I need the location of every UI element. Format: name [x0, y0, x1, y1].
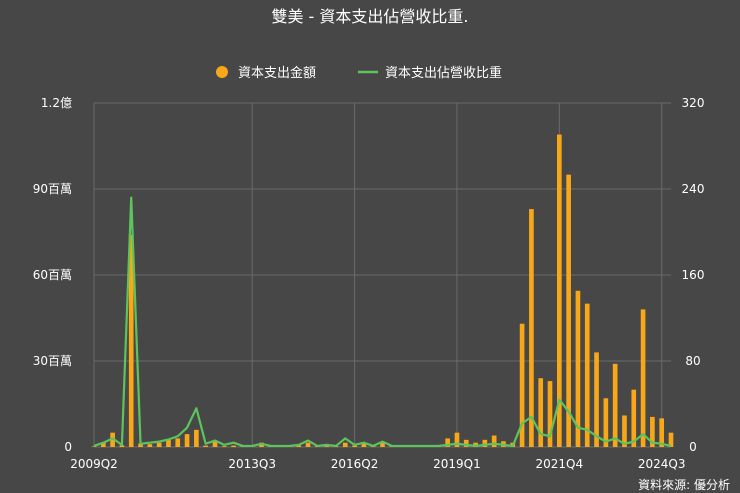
x-tick-label: 2021Q4	[536, 457, 584, 471]
legend-line-label: 資本支出佔營收比重	[385, 65, 502, 81]
bar	[547, 381, 553, 447]
right-tick-label: 320	[682, 96, 705, 110]
bar	[454, 432, 460, 447]
bar	[138, 443, 143, 447]
bar	[445, 438, 450, 447]
bar	[519, 323, 525, 447]
bar	[231, 445, 236, 447]
left-tick-label: 30百萬	[33, 354, 72, 368]
bar	[128, 234, 134, 447]
left-tick-label: 0	[64, 440, 72, 454]
gridlines	[93, 102, 671, 448]
x-tick-label: 2013Q3	[228, 457, 276, 471]
legend: 資本支出金額 資本支出佔營收比重	[216, 65, 502, 81]
bar	[91, 446, 97, 447]
bar	[650, 416, 655, 447]
bar	[380, 442, 385, 447]
chart-title: 雙美 - 資本支出佔營收比重.	[271, 7, 468, 26]
bar	[463, 439, 469, 447]
bar	[175, 438, 181, 447]
bar	[529, 209, 534, 447]
line-series	[93, 196, 672, 448]
right-tick-label: 0	[689, 440, 697, 454]
bar	[668, 432, 674, 447]
x-tick-label: 2016Q2	[331, 457, 379, 471]
left-tick-label: 60百萬	[33, 268, 72, 282]
right-tick-label: 80	[685, 354, 700, 368]
bar	[212, 441, 218, 447]
bar	[184, 434, 190, 447]
bar	[622, 415, 627, 447]
right-tick-label: 160	[682, 268, 705, 282]
right-tick-label: 240	[682, 182, 705, 196]
bar	[361, 442, 367, 447]
bar	[156, 442, 162, 447]
bar	[110, 432, 115, 447]
bar	[296, 445, 302, 447]
bar	[203, 445, 209, 447]
bar	[594, 352, 599, 447]
bar	[119, 445, 125, 447]
bar	[584, 303, 590, 447]
bar	[147, 444, 153, 447]
right-axis: 0 80 160 240 320	[682, 96, 705, 454]
bar	[603, 398, 609, 447]
bar	[305, 442, 311, 447]
bar-series	[91, 134, 674, 448]
bar	[324, 445, 329, 447]
bar	[342, 442, 348, 447]
bar	[575, 290, 581, 447]
bar	[352, 445, 357, 447]
bar	[100, 442, 106, 447]
bar	[659, 418, 665, 447]
bar	[194, 429, 199, 447]
bar	[566, 174, 571, 447]
bar	[166, 439, 171, 447]
x-axis: 2009Q2 2013Q3 2016Q2 2019Q1 2021Q4 2024Q3	[70, 457, 685, 471]
legend-bar-label: 資本支出金額	[238, 65, 316, 81]
bar	[612, 363, 618, 447]
left-axis: 0 30百萬 60百萬 90百萬 1.2億	[33, 96, 72, 454]
left-tick-label: 1.2億	[41, 96, 72, 110]
source-note: 資料來源: 優分析	[638, 478, 730, 492]
x-tick-label: 2019Q1	[433, 457, 481, 471]
bar	[556, 134, 562, 448]
bar	[640, 309, 646, 447]
ratio-line	[93, 196, 672, 448]
bar	[631, 389, 637, 447]
left-tick-label: 90百萬	[33, 182, 72, 196]
bar	[221, 446, 227, 447]
bar	[491, 435, 497, 447]
bar	[482, 439, 488, 447]
legend-bar-marker	[216, 66, 228, 78]
x-tick-label: 2024Q3	[638, 457, 686, 471]
bar	[538, 378, 544, 447]
x-tick-label: 2009Q2	[70, 457, 118, 471]
